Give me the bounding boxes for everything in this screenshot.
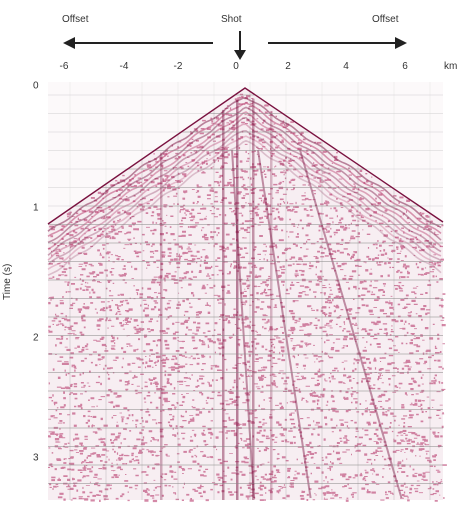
shot-down-arrow-icon [234,31,246,60]
diffraction-event [231,149,255,499]
x-tick-label: 6 [402,61,408,72]
reflection-band [47,116,442,256]
diffraction-event [299,149,403,499]
y-tick-label: 0 [33,80,39,92]
header-arrows [63,31,407,60]
x-tick-label: 4 [343,61,349,72]
left-arrow-icon [63,37,213,49]
x-tick-label: 2 [285,61,291,72]
x-tick-label: -6 [59,61,69,72]
reflection-band [47,97,442,232]
shot-label: Shot [221,14,242,25]
x-tick-label: -2 [173,61,183,72]
x-unit-label: km [444,61,457,72]
reflection-band [47,123,442,261]
offset-right-label: Offset [372,14,399,25]
right-arrow-icon [268,37,407,49]
y-tick-label: 1 [33,202,39,214]
offset-left-label: Offset [62,14,89,25]
trace-energy-column [222,109,225,500]
reflection-band [47,102,442,237]
trace-energy-column [270,110,273,500]
trace-energy-column [236,100,239,500]
y-tick-label: 2 [33,332,39,344]
x-tick-label: 0 [233,61,239,72]
pre-first-break-area [48,82,443,224]
first-break-line [47,87,444,225]
y-tick-label: 3 [33,452,39,464]
reflection-band [47,139,442,276]
diffraction-event [257,149,312,499]
trace-energy-column [252,98,255,501]
reflection-band [47,106,442,244]
reflection-band [47,129,442,266]
x-tick-label: -4 [119,61,129,72]
seismic-noise-texture [48,93,447,503]
trace-energy-column [160,152,163,500]
reflection-band [47,111,442,250]
